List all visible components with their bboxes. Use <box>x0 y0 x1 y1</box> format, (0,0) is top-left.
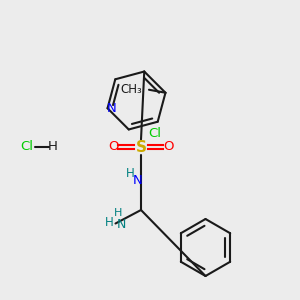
Text: N: N <box>117 218 126 232</box>
Text: CH₃: CH₃ <box>121 83 142 96</box>
Text: Cl: Cl <box>20 140 34 154</box>
Text: Cl: Cl <box>148 127 161 140</box>
Text: H: H <box>114 208 123 218</box>
Text: S: S <box>136 140 146 154</box>
Text: H: H <box>126 167 135 180</box>
Text: H: H <box>105 215 114 229</box>
Text: H: H <box>48 140 57 154</box>
Text: N: N <box>133 173 143 187</box>
Text: N: N <box>107 102 117 115</box>
Text: O: O <box>108 140 118 154</box>
Text: O: O <box>164 140 174 154</box>
